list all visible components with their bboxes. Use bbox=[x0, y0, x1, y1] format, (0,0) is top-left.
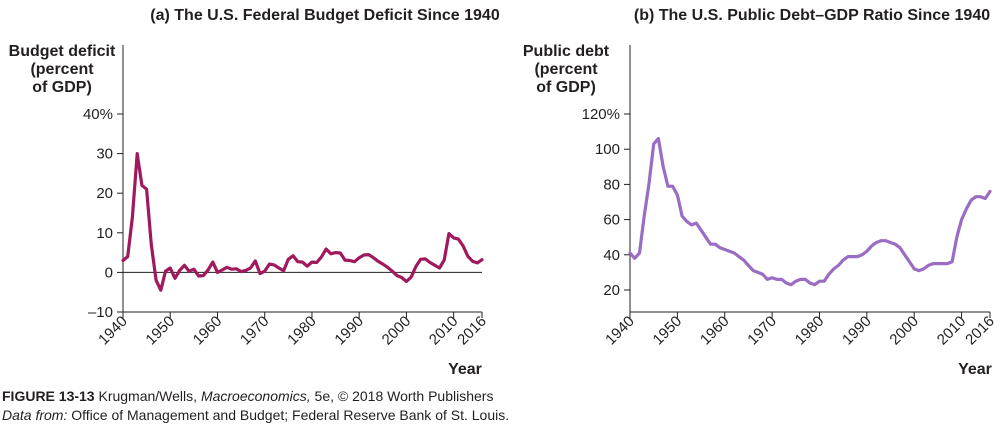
y-tick-label: 80 bbox=[603, 176, 620, 193]
x-tick-label: 1950 bbox=[142, 313, 178, 349]
x-axis-label-a: Year bbox=[448, 361, 482, 378]
y-tick-label: 0 bbox=[105, 264, 113, 281]
x-tick-label: 2000 bbox=[886, 313, 922, 349]
figure-credit: FIGURE 13-13 Krugman/Wells, Macroeconomi… bbox=[2, 388, 493, 404]
y-axis-label-b-line1: Public debt bbox=[523, 43, 610, 60]
chart-title-b: (b) The U.S. Public Debt–GDP Ratio Since… bbox=[634, 7, 990, 24]
y-ticks-a: –10 0 10 20 30 40% bbox=[83, 106, 123, 321]
x-tick-label: 2016 bbox=[962, 313, 998, 349]
y-tick-label: 10 bbox=[96, 225, 113, 242]
y-tick-label: 100 bbox=[595, 141, 620, 158]
x-tick-label: 1980 bbox=[792, 313, 828, 349]
x-tick-label: 2000 bbox=[379, 313, 415, 349]
y-axis-label-a-line2: (percent bbox=[30, 61, 94, 78]
debt-series-line bbox=[628, 137, 992, 287]
x-tick-label: 1970 bbox=[237, 313, 273, 349]
y-tick-label: 60 bbox=[603, 212, 620, 229]
deficit-series-line bbox=[121, 152, 484, 292]
y-tick-label: 20 bbox=[603, 282, 620, 299]
x-tick-label: 1960 bbox=[190, 313, 226, 349]
y-ticks-b: 20 40 60 80 100 120% bbox=[582, 106, 630, 299]
x-tick-label: 1970 bbox=[744, 313, 780, 349]
y-tick-label: 20 bbox=[96, 185, 113, 202]
x-tick-label: 2016 bbox=[454, 313, 490, 349]
y-tick-label: 120% bbox=[582, 106, 620, 123]
figure-label: FIGURE 13-13 bbox=[2, 388, 95, 404]
y-tick-label: 40 bbox=[603, 247, 620, 264]
x-axis-label-b: Year bbox=[958, 361, 992, 378]
x-tick-label: 2010 bbox=[426, 313, 462, 349]
y-tick-label: 40% bbox=[83, 106, 113, 123]
figure-source: Data from: Office of Management and Budg… bbox=[2, 407, 509, 423]
x-tick-label: 1990 bbox=[331, 313, 367, 349]
chart-title-a: (a) The U.S. Federal Budget Deficit Sinc… bbox=[150, 7, 500, 24]
figure-credit-book: Macroeconomics, bbox=[200, 388, 311, 404]
y-axis-label-a-line1: Budget deficit bbox=[9, 43, 116, 60]
x-tick-label: 2010 bbox=[934, 313, 970, 349]
source-label: Data from: bbox=[2, 407, 68, 423]
x-tick-label: 1990 bbox=[839, 313, 875, 349]
x-tick-label: 1950 bbox=[650, 313, 686, 349]
y-axis-label-a-line3: of GDP) bbox=[32, 79, 92, 96]
figure-credit-pre: Krugman/Wells, bbox=[94, 388, 201, 404]
y-axis-label-b-line2: (percent bbox=[534, 61, 598, 78]
figure-credit-post: 5e, © 2018 Worth Publishers bbox=[310, 388, 494, 404]
x-tick-label: 1960 bbox=[697, 313, 733, 349]
panel-b: (b) The U.S. Public Debt–GDP Ratio Since… bbox=[523, 7, 998, 378]
y-axis-label-b-line3: of GDP) bbox=[536, 79, 596, 96]
x-tick-label: 1940 bbox=[602, 313, 638, 349]
panel-a: (a) The U.S. Federal Budget Deficit Sinc… bbox=[9, 7, 500, 378]
source-text: Office of Management and Budget; Federal… bbox=[67, 407, 510, 423]
y-tick-label: 30 bbox=[96, 146, 113, 163]
y-tick-label: –10 bbox=[88, 304, 113, 321]
x-tick-label: 1980 bbox=[284, 313, 320, 349]
